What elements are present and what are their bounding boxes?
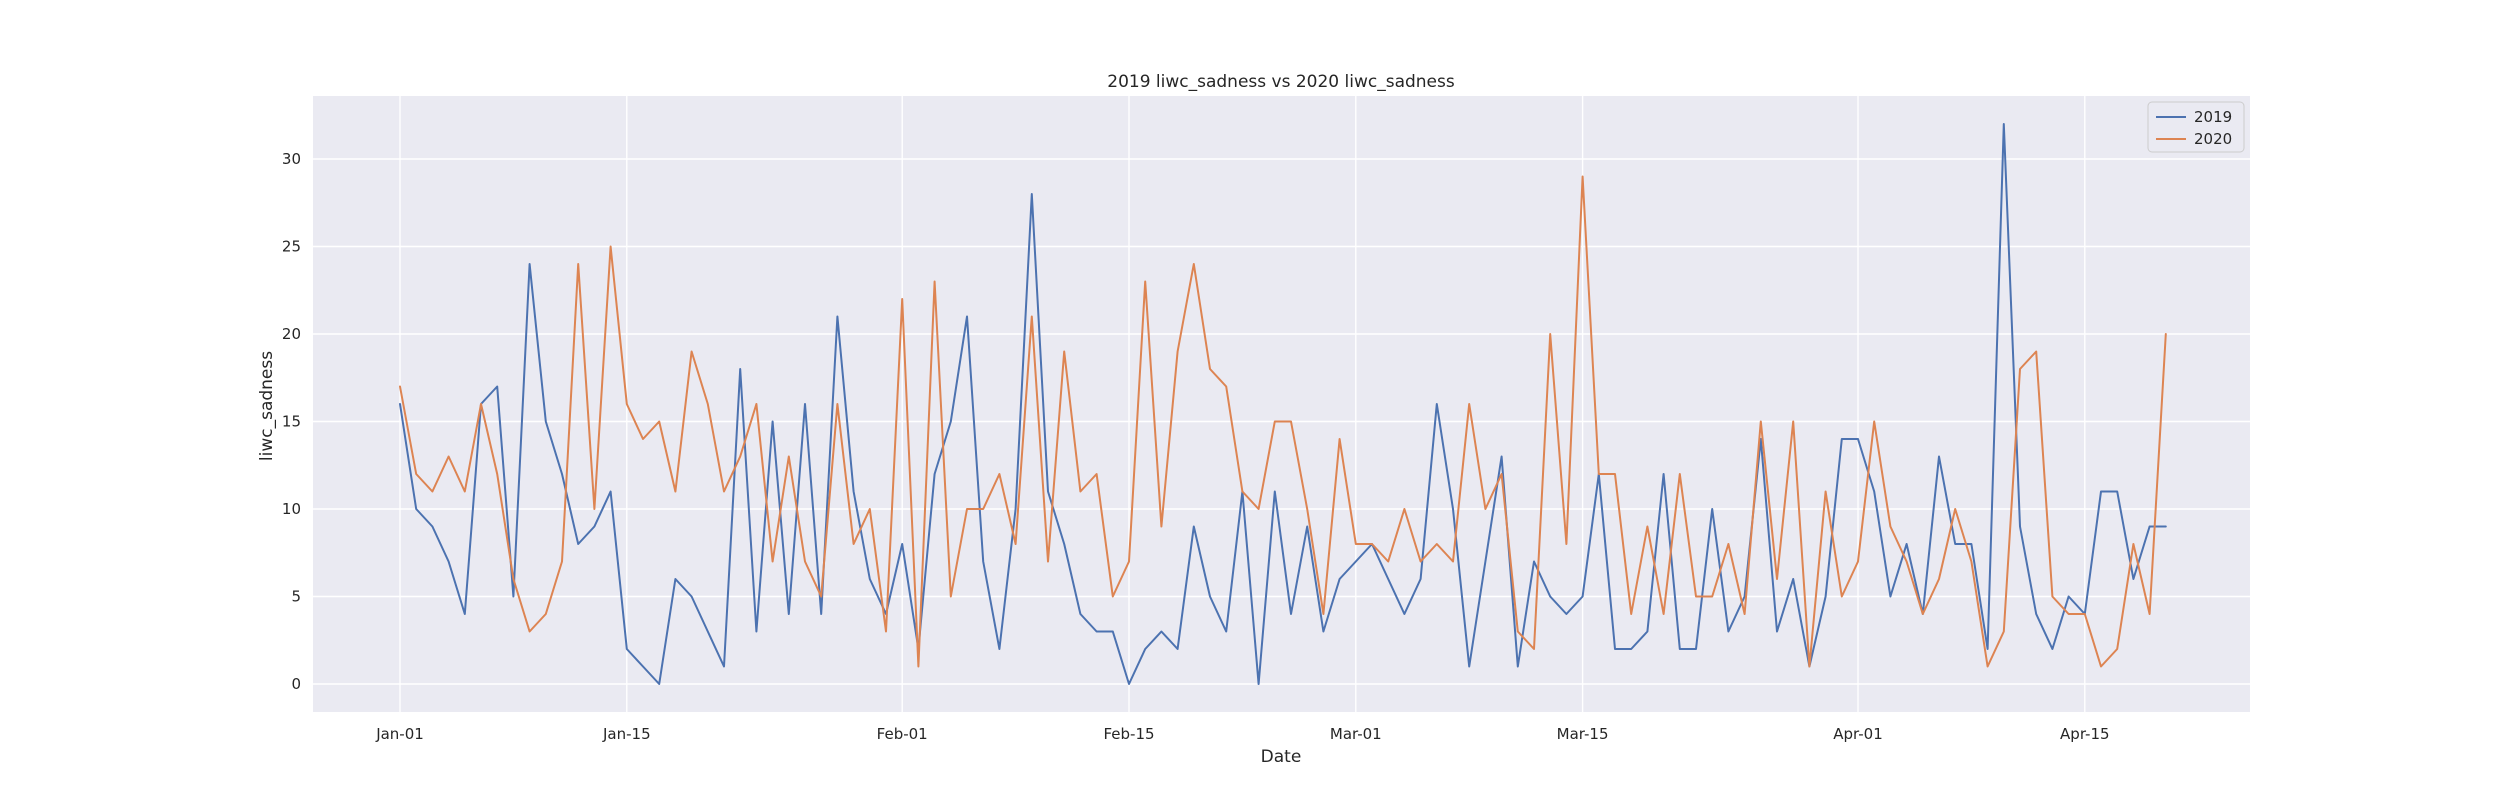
plot-area-background [313,96,2250,712]
legend: 2019 2020 [2147,101,2245,153]
x-tick-label: Feb-01 [877,725,928,743]
y-tick-label: 5 [291,588,301,606]
legend-label-2020: 2020 [2194,130,2232,148]
x-tick-label: Mar-01 [1330,725,1382,743]
x-tick-label: Apr-15 [2060,725,2110,743]
y-axis-label: liwc_sadness [257,351,277,461]
x-tick-label: Feb-15 [1103,725,1154,743]
y-tick-label: 20 [282,325,301,343]
chart-title: 2019 liwc_sadness vs 2020 liwc_sadness [1107,72,1455,92]
x-axis-label: Date [1261,747,1302,767]
x-tick-label: Mar-15 [1557,725,1609,743]
x-tick-label: Apr-01 [1833,725,1883,743]
series-lines [399,123,2167,685]
legend-label-2019: 2019 [2194,108,2232,126]
x-tick-label: Jan-15 [602,725,651,743]
y-tick-label: 0 [291,675,301,693]
tick-labels: Jan-01 Jan-15 Feb-01 Feb-15 Mar-01 Mar-15 Apr-… [282,150,2110,743]
y-tick-label: 10 [282,500,301,518]
x-tick-label: Jan-01 [375,725,424,743]
series-line-2019 [399,123,2167,685]
series-line-2020 [399,175,2167,668]
y-tick-label: 25 [282,238,301,256]
y-tick-label: 15 [282,413,301,431]
grid-lines [313,96,2250,712]
y-tick-label: 30 [282,150,301,168]
